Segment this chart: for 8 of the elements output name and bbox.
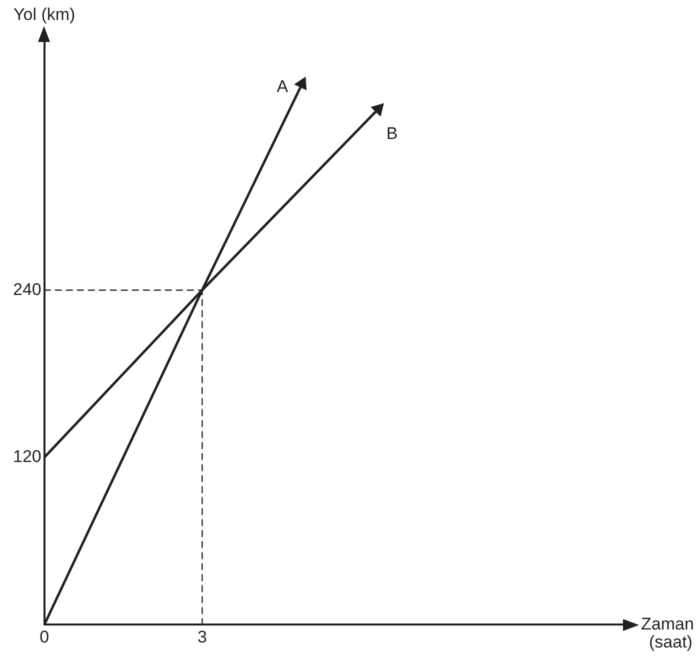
- y-tick-label: 120: [12, 447, 42, 466]
- x-axis-title: Zaman (saat): [641, 614, 694, 652]
- y-axis-title: Yol (km): [14, 5, 76, 24]
- series-label: A: [276, 76, 289, 96]
- series-label: B: [386, 124, 398, 143]
- x-tick-label: 0: [40, 627, 50, 646]
- y-tick-label: 240: [12, 280, 42, 299]
- x-tick-label: 3: [197, 627, 207, 646]
